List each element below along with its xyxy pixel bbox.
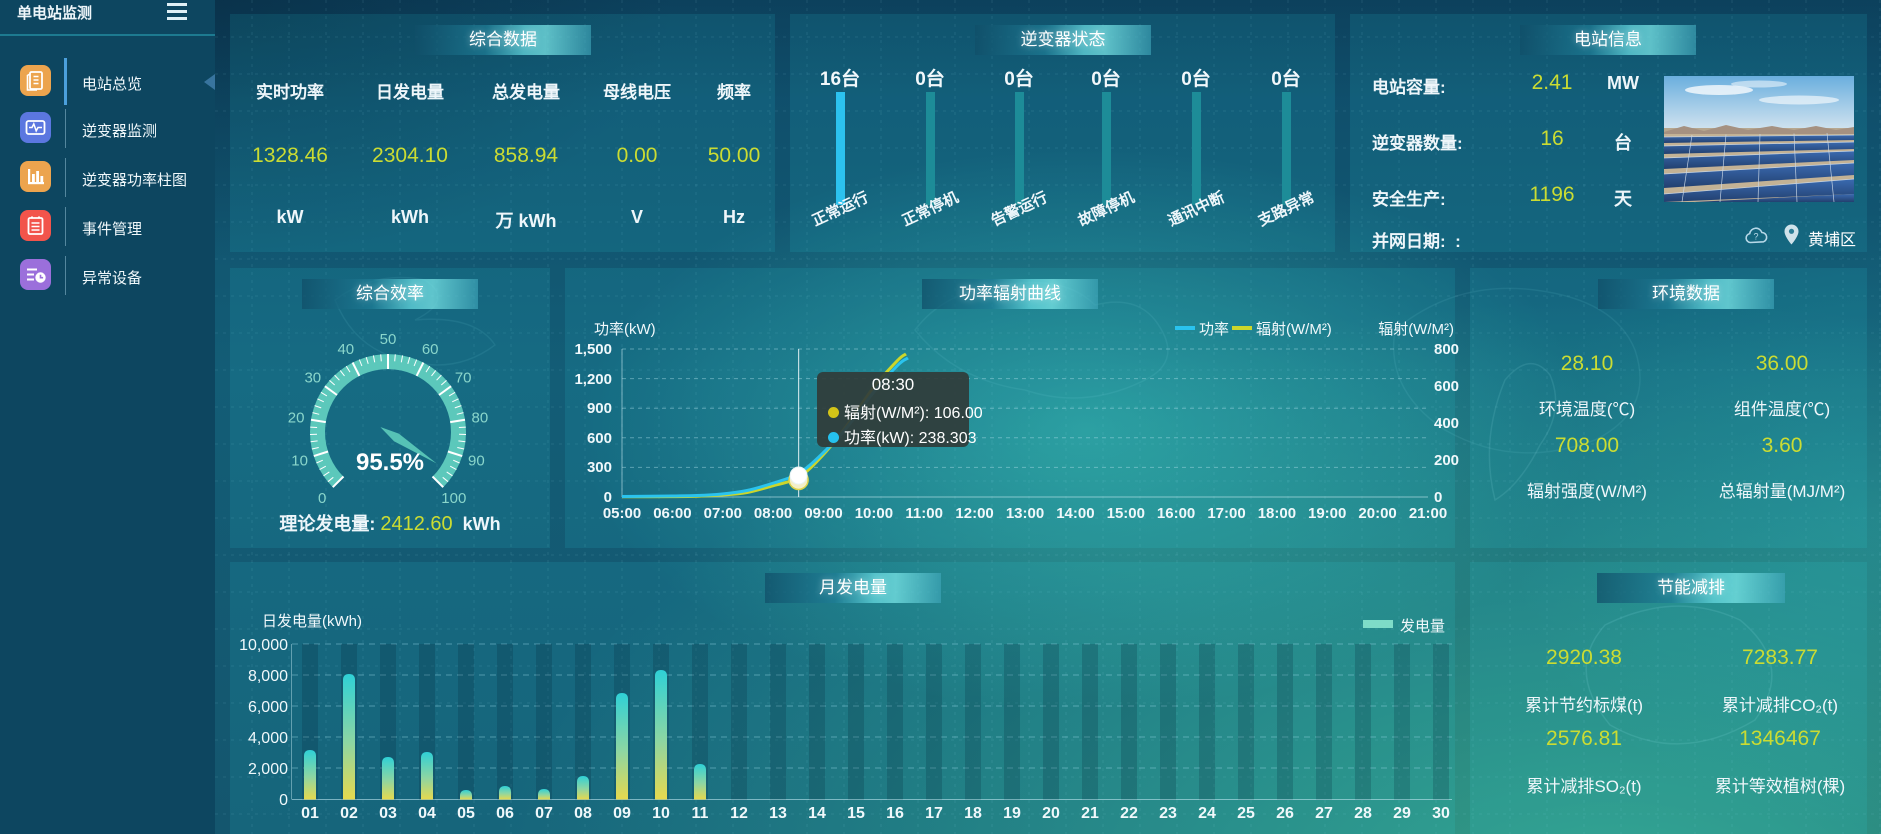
- svg-text:08: 08: [574, 805, 592, 822]
- svg-text:0: 0: [604, 489, 612, 506]
- svg-text:600: 600: [1434, 378, 1459, 395]
- svg-text:05: 05: [457, 805, 475, 822]
- svg-text:06: 06: [496, 805, 514, 822]
- svg-text:15:00: 15:00: [1107, 505, 1145, 522]
- svg-text:07:00: 07:00: [704, 505, 742, 522]
- svg-text:?: ?: [1753, 232, 1758, 242]
- svg-text:0: 0: [279, 792, 288, 809]
- svg-text:辐射(W/M²): 辐射(W/M²): [1378, 321, 1454, 338]
- svg-text:50: 50: [380, 331, 397, 348]
- svg-text:30: 30: [1432, 805, 1450, 822]
- svg-text:23: 23: [1159, 805, 1177, 822]
- svg-text:14: 14: [808, 805, 826, 822]
- svg-text:10,000: 10,000: [239, 637, 288, 654]
- svg-text:发电量: 发电量: [1400, 618, 1445, 635]
- svg-text:09: 09: [613, 805, 631, 822]
- svg-text:22: 22: [1120, 805, 1138, 822]
- svg-text:40: 40: [337, 341, 354, 358]
- svg-text:100: 100: [441, 490, 466, 507]
- svg-text:0: 0: [1434, 489, 1442, 506]
- svg-text:900: 900: [587, 400, 612, 417]
- svg-text:07: 07: [535, 805, 553, 822]
- svg-text:日发电量(kWh): 日发电量(kWh): [262, 613, 362, 630]
- svg-text:1,500: 1,500: [574, 341, 612, 358]
- svg-text:功率: 功率: [1199, 321, 1229, 338]
- svg-text:2,000: 2,000: [248, 761, 288, 778]
- svg-text:17:00: 17:00: [1207, 505, 1245, 522]
- svg-text:10:00: 10:00: [855, 505, 893, 522]
- svg-text:11:00: 11:00: [905, 505, 943, 522]
- svg-text:14:00: 14:00: [1056, 505, 1094, 522]
- svg-text:17: 17: [925, 805, 943, 822]
- svg-text:19: 19: [1003, 805, 1021, 822]
- svg-text:200: 200: [1434, 452, 1459, 469]
- svg-text:24: 24: [1198, 805, 1216, 822]
- svg-text:300: 300: [587, 459, 612, 476]
- svg-text:08:00: 08:00: [754, 505, 792, 522]
- svg-text:04: 04: [418, 805, 436, 822]
- svg-text:21:00: 21:00: [1409, 505, 1447, 522]
- svg-text:26: 26: [1276, 805, 1294, 822]
- svg-text:70: 70: [455, 369, 472, 386]
- svg-text:25: 25: [1237, 805, 1255, 822]
- svg-text:21: 21: [1081, 805, 1099, 822]
- svg-text:12:00: 12:00: [955, 505, 993, 522]
- svg-text:功率(kW): 功率(kW): [594, 321, 656, 338]
- svg-text:20: 20: [288, 410, 305, 427]
- svg-text:05:00: 05:00: [603, 505, 641, 522]
- svg-text:27: 27: [1315, 805, 1333, 822]
- svg-text:6,000: 6,000: [248, 699, 288, 716]
- svg-text:18:00: 18:00: [1258, 505, 1296, 522]
- svg-text:29: 29: [1393, 805, 1411, 822]
- svg-text:01: 01: [301, 805, 319, 822]
- svg-text:4,000: 4,000: [248, 730, 288, 747]
- svg-text:13:00: 13:00: [1006, 505, 1044, 522]
- svg-text:90: 90: [468, 453, 485, 470]
- svg-text:03: 03: [379, 805, 397, 822]
- svg-text:12: 12: [730, 805, 748, 822]
- svg-text:10: 10: [652, 805, 670, 822]
- svg-text:11: 11: [692, 805, 709, 822]
- svg-text:8,000: 8,000: [248, 668, 288, 685]
- svg-text:02: 02: [340, 805, 358, 822]
- svg-text:1,200: 1,200: [574, 371, 612, 388]
- svg-text:06:00: 06:00: [653, 505, 691, 522]
- svg-text:辐射(W/M²): 辐射(W/M²): [1256, 321, 1332, 338]
- svg-text:20: 20: [1042, 805, 1060, 822]
- svg-text:09:00: 09:00: [804, 505, 842, 522]
- svg-text:28: 28: [1354, 805, 1372, 822]
- svg-text:600: 600: [587, 430, 612, 447]
- svg-text:30: 30: [304, 369, 321, 386]
- svg-text:18: 18: [964, 805, 982, 822]
- svg-text:15: 15: [847, 805, 865, 822]
- svg-text:800: 800: [1434, 341, 1459, 358]
- svg-text:400: 400: [1434, 415, 1459, 432]
- svg-text:13: 13: [769, 805, 787, 822]
- svg-text:16:00: 16:00: [1157, 505, 1195, 522]
- svg-text:16: 16: [886, 805, 904, 822]
- svg-text:19:00: 19:00: [1308, 505, 1346, 522]
- svg-text:80: 80: [472, 410, 489, 427]
- svg-text:0: 0: [318, 490, 326, 507]
- svg-text:60: 60: [422, 341, 439, 358]
- svg-text:10: 10: [291, 453, 308, 470]
- svg-text:20:00: 20:00: [1358, 505, 1396, 522]
